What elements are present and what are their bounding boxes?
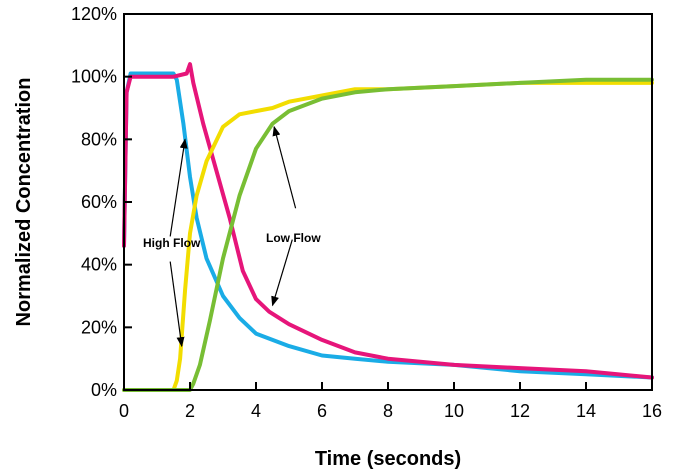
series-line-3 bbox=[122, 77, 654, 392]
axis-ticks: 0 2 4 6 8 10 12 14 16 0% 20% 40% 60% 80% 100% 120% bbox=[71, 4, 662, 421]
x-tick-label: 14 bbox=[576, 401, 596, 421]
x-tick-label: 6 bbox=[317, 401, 327, 421]
annotation-arrows bbox=[169, 125, 297, 348]
x-tick-label: 16 bbox=[642, 401, 662, 421]
y-tick-label: 120% bbox=[71, 4, 117, 24]
y-tick-label: 100% bbox=[71, 67, 117, 87]
annotation-arrow bbox=[272, 125, 297, 209]
annotation-arrow bbox=[169, 138, 188, 237]
x-tick-label: 8 bbox=[383, 401, 393, 421]
annotation-arrow bbox=[271, 239, 293, 307]
x-tick-label: 12 bbox=[510, 401, 530, 421]
x-axis-label: Time (seconds) bbox=[315, 448, 461, 470]
plot-frame bbox=[123, 13, 653, 391]
x-tick-label: 10 bbox=[444, 401, 464, 421]
x-tick-label: 2 bbox=[185, 401, 195, 421]
plot-lines bbox=[122, 62, 654, 392]
y-tick-label: 40% bbox=[81, 255, 117, 275]
annotation-low-flow: Low Flow bbox=[266, 231, 321, 245]
annotation-arrow bbox=[169, 261, 185, 348]
x-tick-label: 0 bbox=[119, 401, 129, 421]
y-axis-label: Normalized Concentration bbox=[13, 78, 35, 327]
y-tick-label: 20% bbox=[81, 317, 117, 337]
y-tick-label: 0% bbox=[91, 380, 117, 400]
series-line-1 bbox=[122, 62, 654, 380]
y-tick-label: 60% bbox=[81, 192, 117, 212]
annotation-high-flow: High Flow bbox=[143, 236, 201, 250]
y-tick-label: 80% bbox=[81, 129, 117, 149]
x-tick-label: 4 bbox=[251, 401, 261, 421]
